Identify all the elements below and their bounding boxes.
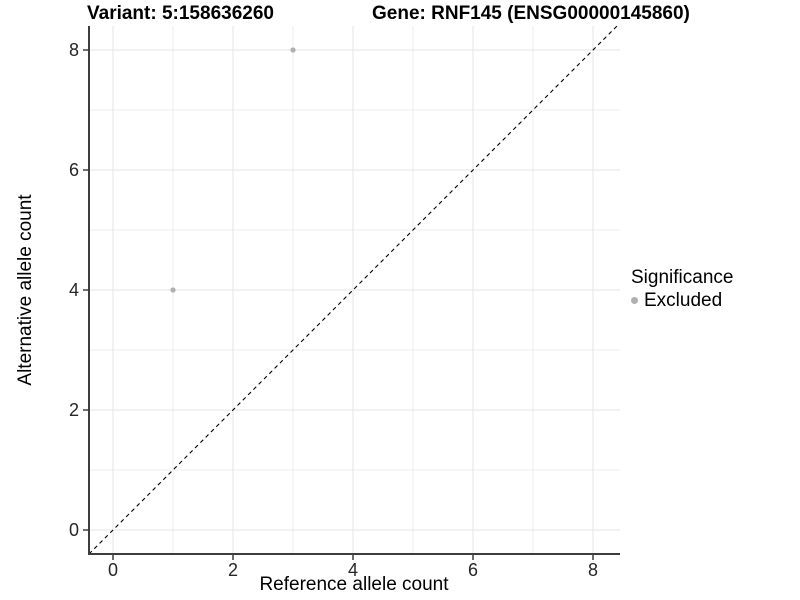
legend-item-label: Excluded (644, 290, 723, 311)
legend-point-icon (631, 297, 638, 304)
x-axis-title: Reference allele count (259, 574, 449, 595)
plot-title-gene: Gene: RNF145 (ENSG00000145860) (372, 3, 690, 24)
y-tick-label: 0 (69, 520, 79, 540)
x-tick-label: 2 (228, 560, 238, 580)
y-tick-label: 6 (69, 160, 79, 180)
x-tick-label: 8 (588, 560, 598, 580)
x-tick-label: 4 (348, 560, 358, 580)
y-tick-label: 8 (69, 40, 79, 60)
data-point (290, 47, 296, 53)
y-axis-title: Alternative allele count (15, 194, 36, 386)
y-tick-label: 4 (69, 280, 79, 300)
y-tick-label: 2 (69, 400, 79, 420)
x-tick-label: 0 (108, 560, 118, 580)
legend: Significance Excluded (631, 266, 733, 312)
legend-items: Excluded (631, 289, 733, 312)
plot-title-variant: Variant: 5:158636260 (87, 3, 274, 24)
legend-item: Excluded (631, 289, 733, 312)
legend-title: Significance (631, 267, 734, 288)
x-tick-label: 6 (468, 560, 478, 580)
data-point (170, 287, 176, 293)
